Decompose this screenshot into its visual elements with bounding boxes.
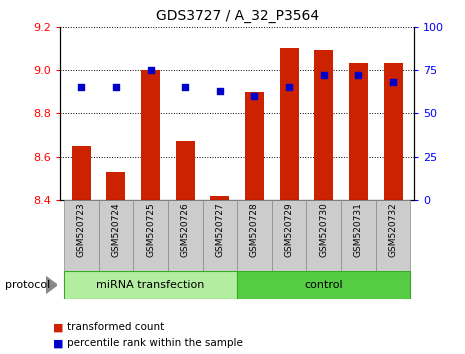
FancyBboxPatch shape: [237, 200, 272, 271]
FancyBboxPatch shape: [64, 200, 99, 271]
Bar: [245, 92, 264, 200]
Text: GSM520728: GSM520728: [250, 202, 259, 257]
Bar: [106, 172, 126, 200]
Text: control: control: [305, 280, 343, 290]
Text: ■: ■: [53, 322, 64, 332]
Text: transformed count: transformed count: [67, 322, 165, 332]
Point: [251, 93, 258, 99]
Polygon shape: [46, 276, 57, 294]
Text: GSM520731: GSM520731: [354, 202, 363, 257]
Text: GSM520729: GSM520729: [285, 202, 293, 257]
Text: GSM520723: GSM520723: [77, 202, 86, 257]
Point: [181, 84, 189, 90]
Text: GSM520727: GSM520727: [215, 202, 224, 257]
FancyBboxPatch shape: [168, 200, 202, 271]
Text: GSM520726: GSM520726: [181, 202, 190, 257]
FancyBboxPatch shape: [306, 200, 341, 271]
Bar: [314, 50, 333, 200]
FancyBboxPatch shape: [237, 271, 411, 299]
Point: [355, 72, 362, 78]
FancyBboxPatch shape: [133, 200, 168, 271]
Text: GSM520724: GSM520724: [112, 202, 120, 257]
FancyBboxPatch shape: [376, 200, 411, 271]
Bar: [384, 63, 403, 200]
Point: [286, 84, 293, 90]
Text: GSM520730: GSM520730: [319, 202, 328, 257]
FancyBboxPatch shape: [99, 200, 133, 271]
Bar: [176, 142, 195, 200]
Bar: [349, 63, 368, 200]
Text: percentile rank within the sample: percentile rank within the sample: [67, 338, 243, 348]
Title: GDS3727 / A_32_P3564: GDS3727 / A_32_P3564: [156, 9, 319, 23]
Bar: [141, 70, 160, 200]
Point: [78, 84, 85, 90]
Point: [320, 72, 327, 78]
Text: miRNA transfection: miRNA transfection: [96, 280, 205, 290]
Text: GSM520732: GSM520732: [389, 202, 398, 257]
Point: [389, 79, 397, 85]
FancyBboxPatch shape: [341, 200, 376, 271]
Point: [216, 88, 224, 93]
FancyBboxPatch shape: [272, 200, 306, 271]
Point: [112, 84, 120, 90]
Bar: [279, 48, 299, 200]
FancyBboxPatch shape: [64, 271, 237, 299]
Text: ■: ■: [53, 338, 64, 348]
FancyBboxPatch shape: [202, 200, 237, 271]
Text: GSM520725: GSM520725: [146, 202, 155, 257]
Point: [147, 67, 154, 73]
Bar: [72, 146, 91, 200]
Bar: [210, 196, 229, 200]
Text: protocol: protocol: [5, 280, 50, 290]
